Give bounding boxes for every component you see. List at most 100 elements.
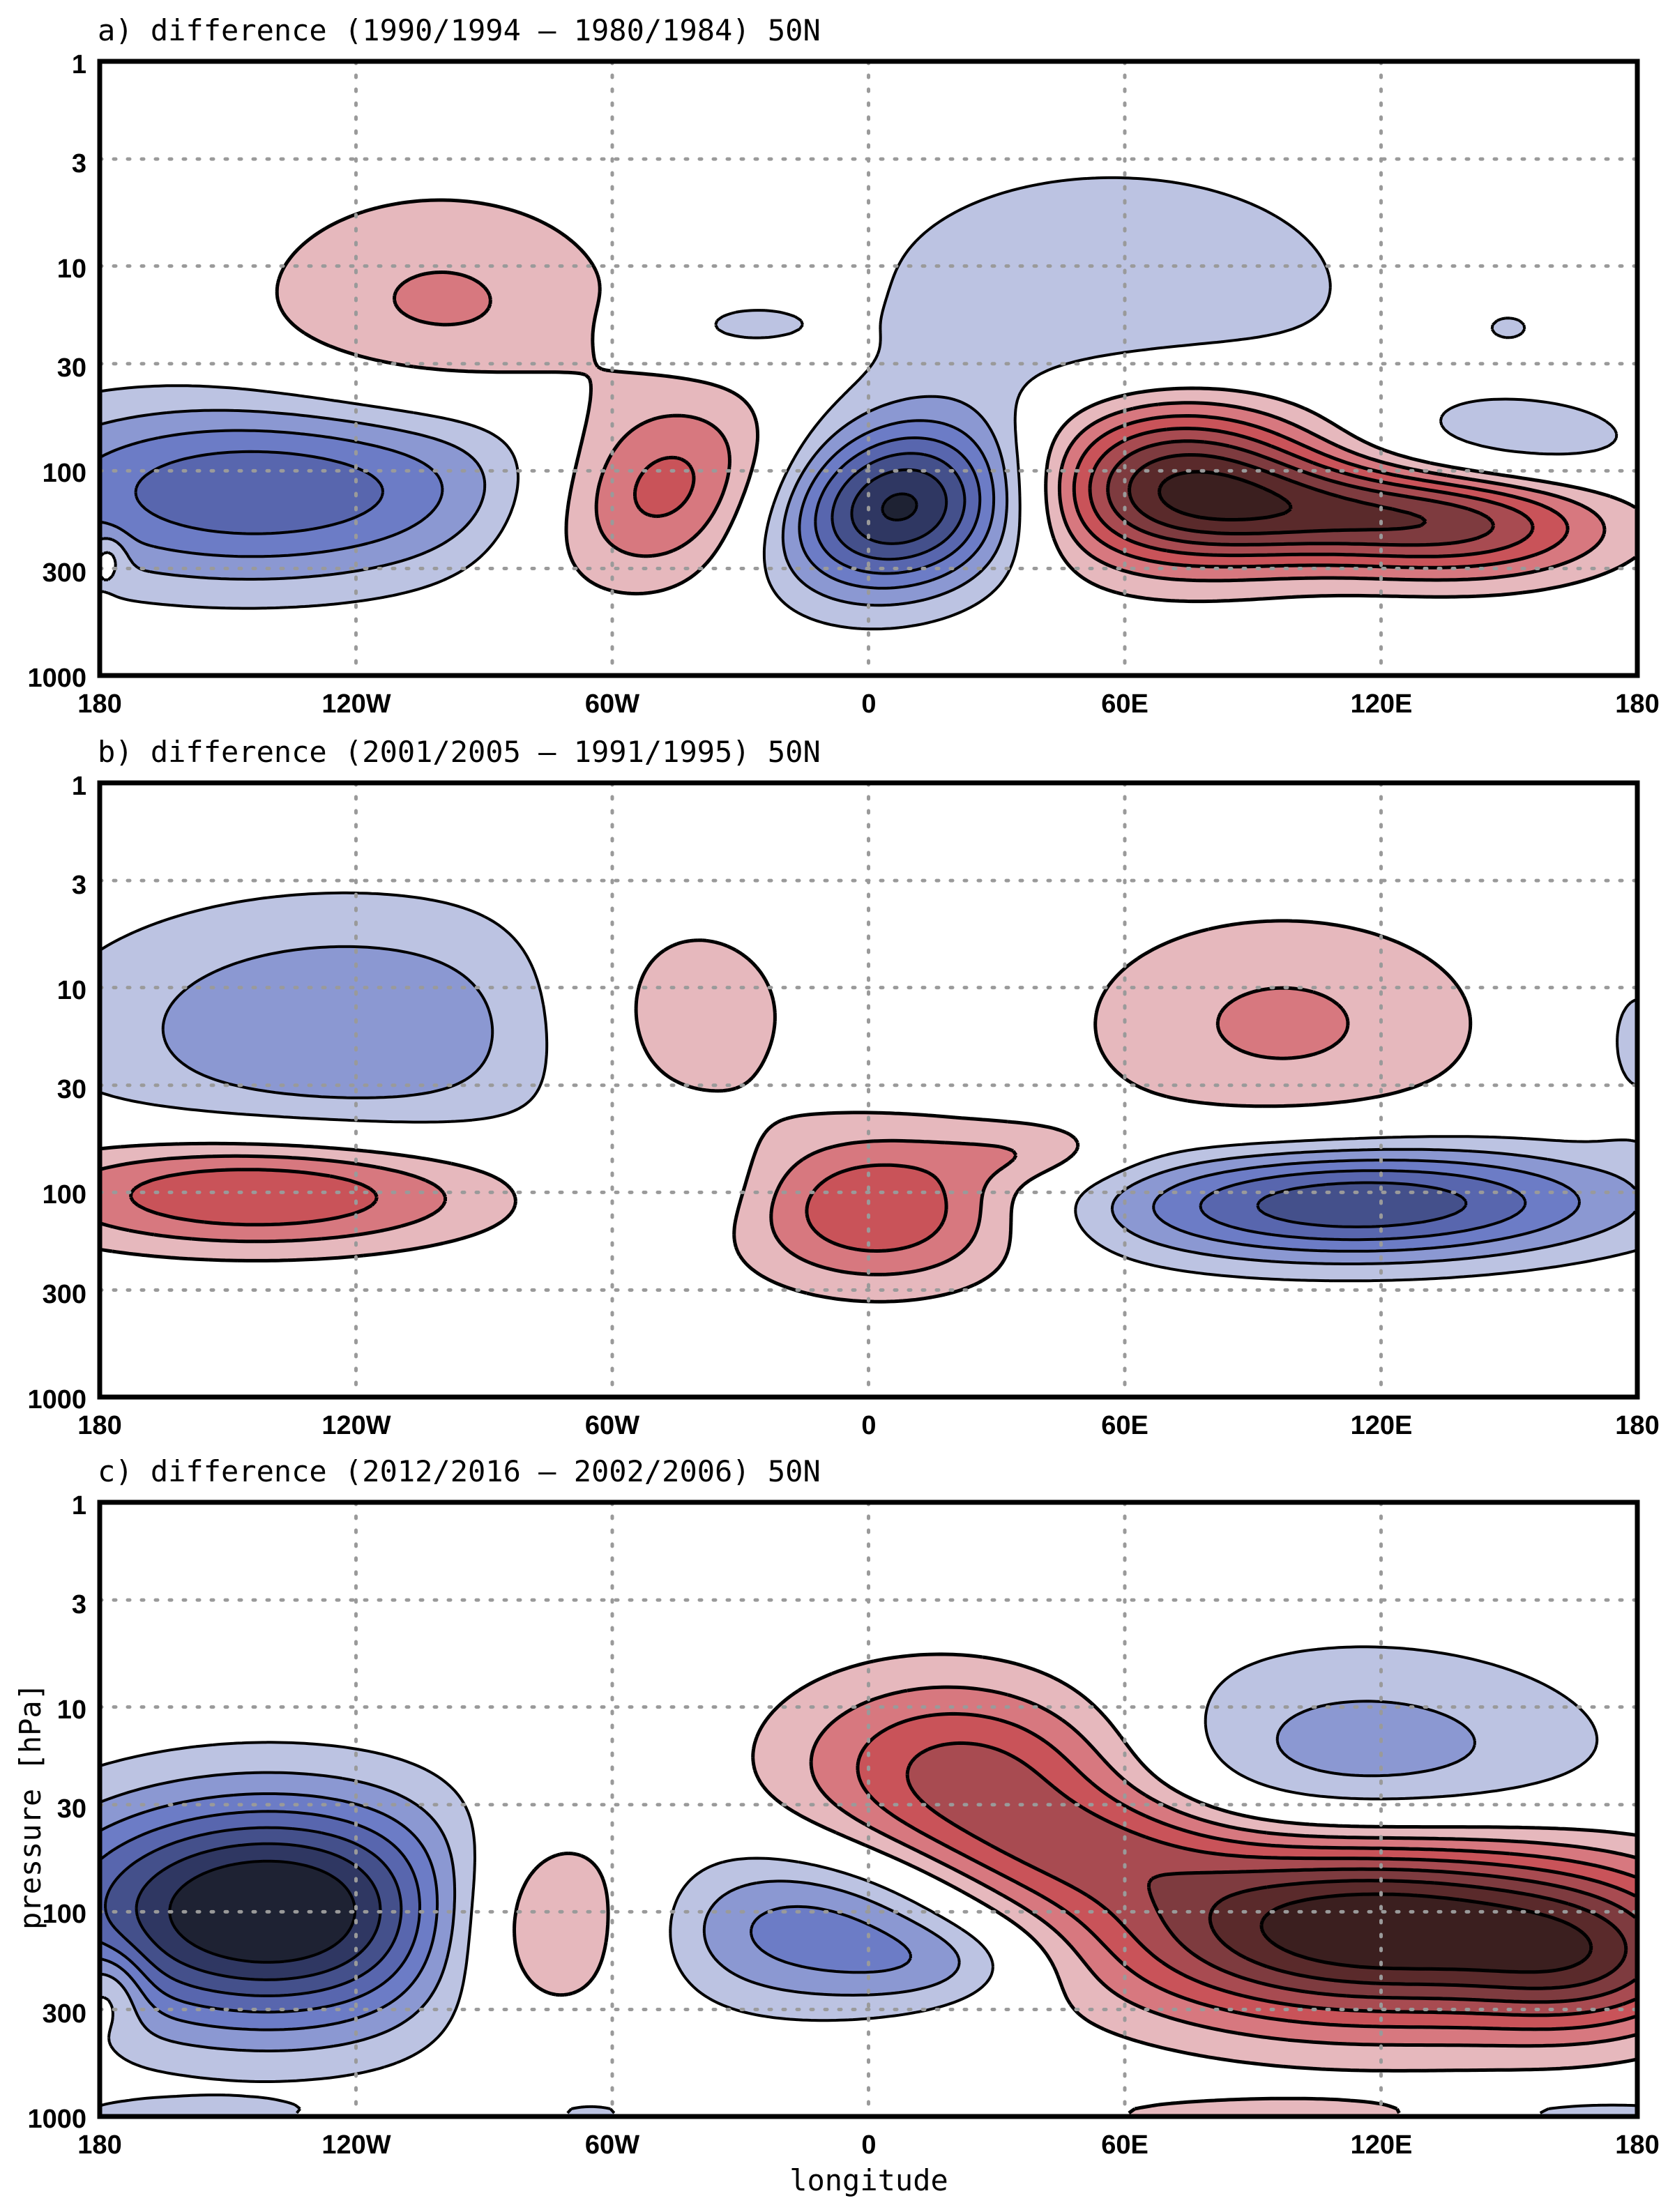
panel-a-x-tick-120e: 120E (1351, 689, 1413, 719)
contour-line-pos-2 (809, 1685, 1636, 2048)
panel-a-plot (97, 59, 1640, 678)
panel-b: b) difference (2001/2005 – 1991/1995) 50… (27, 735, 1659, 1440)
contour-line-neg-3 (99, 1792, 912, 2031)
grid-lines (98, 59, 1639, 678)
panel-a-y-tick-1: 1 (72, 50, 86, 79)
contour-line-pos-5 (1146, 1867, 1637, 2004)
panel-c: c) difference (2012/2016 – 2002/2006) 50… (13, 1454, 1660, 2197)
contour-line-pos-1 (99, 919, 1473, 1304)
panel-c-plot (97, 1500, 1640, 2119)
panel-c-x-tick-0: 0 (861, 2130, 876, 2160)
contour-line-neg-7 (168, 1859, 356, 1964)
contour-line-pos-4 (905, 1741, 1637, 2018)
y-axis-label: pressure [hPa] (13, 1683, 47, 1930)
contour-line-neg-1 (98, 176, 1618, 631)
panel-a: a) difference (1990/1994 – 1980/1984) 50… (27, 13, 1659, 719)
panel-b-x-tick-180e: 180 (1615, 1411, 1659, 1440)
panel-b-x-tick-120w: 120W (321, 1411, 391, 1440)
panel-c-y-tick-1000: 1000 (27, 2105, 86, 2134)
panel-c-x-tick-60w: 60W (585, 2130, 639, 2160)
contour-line-pos-1 (513, 1652, 1636, 2114)
panel-b-y-tick-100: 100 (43, 1180, 86, 1210)
contour-line-neg-3 (99, 419, 996, 590)
panel-c-y-tick-300: 300 (43, 1999, 86, 2029)
panel-b-x-tick-180w: 180 (77, 1411, 121, 1440)
contour-line-neg-2 (99, 395, 1009, 607)
panel-a-x-tick-180w: 180 (77, 689, 121, 719)
contour-line-pos-6 (1128, 453, 1427, 535)
panel-c-x-tick-120w: 120W (321, 2130, 391, 2160)
panel-b-x-tick-120e: 120E (1351, 1411, 1413, 1440)
contour-line-neg-5 (831, 452, 966, 561)
panel-b-y-tick-1000: 1000 (27, 1385, 86, 1414)
panel-c-y-tick-100: 100 (43, 1900, 86, 1929)
contour-line-pos-4 (1088, 427, 1535, 558)
panel-a-x-tick-180e: 180 (1615, 689, 1659, 719)
panel-a-x-ticks: 180 120W 60W 0 60E 120E 180 (77, 689, 1659, 719)
panel-c-title: c) difference (2012/2016 – 2002/2006) 50… (98, 1454, 821, 1488)
panel-b-x-tick-60e: 60E (1101, 1411, 1148, 1440)
panel-b-x-tick-0: 0 (861, 1411, 876, 1440)
contour-line-neg-5 (1256, 1181, 1468, 1228)
contour-line-neg-1 (99, 1645, 1636, 2114)
contour-line-neg-7 (881, 492, 918, 521)
panel-b-x-ticks: 180 120W 60W 0 60E 120E 180 (77, 1411, 1659, 1440)
grid-lines (98, 1500, 1639, 2119)
panel-c-x-tick-180w: 180 (77, 2130, 121, 2160)
panel-a-y-tick-1000: 1000 (27, 664, 86, 693)
panel-a-x-tick-120w: 120W (321, 689, 391, 719)
plot-frame (97, 59, 1640, 678)
panel-a-y-tick-300: 300 (43, 558, 86, 588)
contour-line-neg-4 (1199, 1169, 1527, 1242)
panel-a-x-tick-60w: 60W (585, 689, 639, 719)
contour-line-neg-6 (135, 1842, 382, 1981)
contour-line-neg-2 (161, 945, 1637, 1265)
panel-c-y-tick-3: 3 (72, 1590, 86, 1619)
panel-b-y-tick-30: 30 (57, 1075, 86, 1104)
panel-a-y-tick-3: 3 (72, 149, 86, 178)
contour-line-pos-2 (393, 270, 1607, 583)
contour-line-pos-3 (633, 414, 1570, 570)
panel-b-x-tick-60w: 60W (585, 1411, 639, 1440)
panel-b-y-tick-300: 300 (43, 1280, 86, 1309)
contour-line-pos-3 (856, 1711, 1636, 2031)
contour-line-pos-5 (1106, 439, 1496, 547)
contour-line-pos-7 (1157, 470, 1293, 521)
contour-line-neg-1 (98, 891, 1636, 1283)
contour-line-pos-3 (129, 1163, 948, 1253)
panel-a-y-tick-10: 10 (57, 254, 86, 284)
panel-c-y-tick-10: 10 (57, 1695, 86, 1725)
panel-c-y-ticks: 1 3 10 30 100 300 1000 (27, 1491, 86, 2134)
panel-a-title: a) difference (1990/1994 – 1980/1984) 50… (98, 13, 821, 47)
contour-line-pos-6 (1208, 1879, 1628, 1990)
panel-a-y-tick-100: 100 (43, 459, 86, 488)
panel-b-plot (97, 780, 1640, 1400)
contour-line-neg-4 (134, 436, 982, 575)
plot-frame (97, 1500, 1640, 2119)
panel-a-y-ticks: 1 3 10 30 100 300 1000 (27, 50, 86, 693)
grid-lines (98, 781, 1639, 1399)
x-axis-label: longitude (789, 2163, 948, 2197)
panel-b-y-tick-10: 10 (57, 976, 86, 1005)
contour-line-neg-2 (99, 1700, 1476, 2052)
panel-a-x-tick-60e: 60E (1101, 689, 1148, 719)
contour-line-neg-3 (1152, 1159, 1582, 1253)
panel-a-y-tick-30: 30 (57, 353, 86, 383)
panel-b-y-tick-1: 1 (72, 772, 86, 801)
contour-line-neg-5 (104, 1826, 403, 1997)
panel-b-title: b) difference (2001/2005 – 1991/1995) 50… (98, 735, 821, 769)
panel-b-y-ticks: 1 3 10 30 100 300 1000 (27, 772, 86, 1414)
contour-line-pos-1 (275, 198, 1637, 604)
panel-a-x-tick-0: 0 (861, 689, 876, 719)
panel-c-x-ticks: 180 120W 60W 0 60E 120E 180 (77, 2130, 1659, 2160)
plot-frame (97, 780, 1640, 1400)
panel-b-y-tick-3: 3 (72, 871, 86, 900)
panel-c-x-tick-60e: 60E (1101, 2130, 1148, 2160)
panel-c-x-tick-180e: 180 (1615, 2130, 1659, 2160)
panel-c-y-tick-1: 1 (72, 1491, 86, 1520)
contour-line-pos-7 (1259, 1892, 1593, 1974)
panel-c-x-tick-120e: 120E (1351, 2130, 1413, 2160)
panel-c-y-tick-30: 30 (57, 1794, 86, 1824)
contour-line-pos-2 (99, 986, 1350, 1276)
